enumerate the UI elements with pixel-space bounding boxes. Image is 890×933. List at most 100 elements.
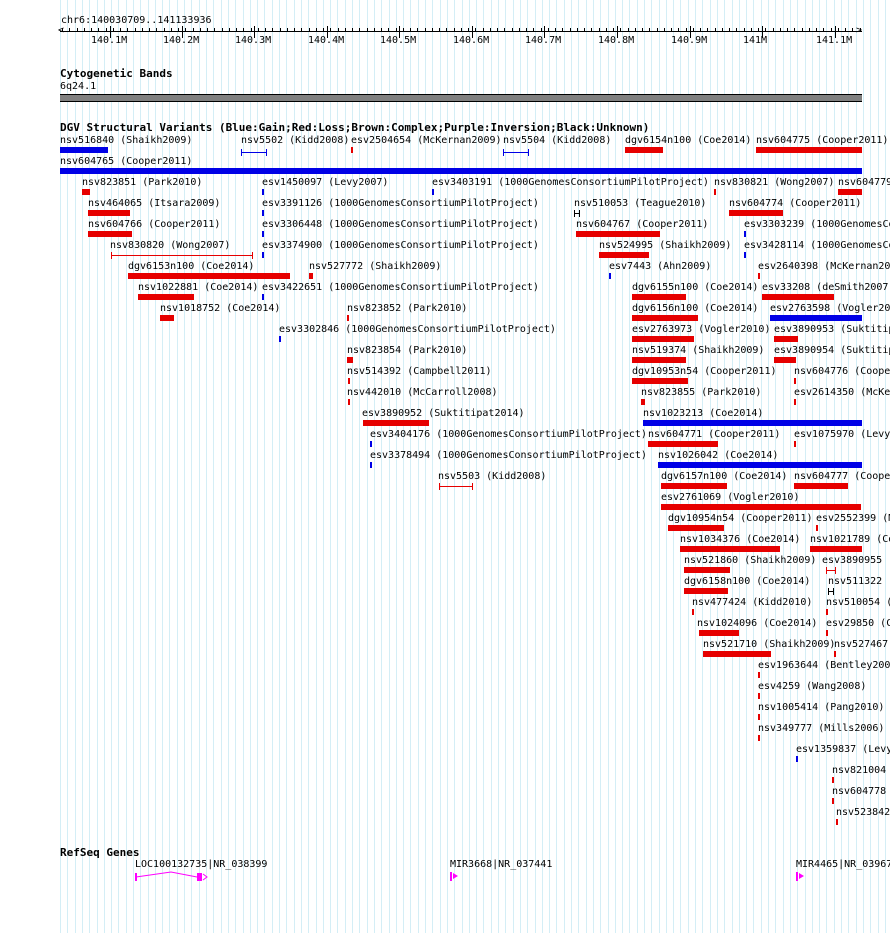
variant-label[interactable]: nsv514392 (Campbell2011) bbox=[347, 366, 492, 377]
variant-loss-bar[interactable] bbox=[684, 567, 730, 573]
variant-label[interactable]: dgv6157n100 (Coe2014) bbox=[661, 471, 788, 482]
variant-gain-bar[interactable] bbox=[744, 231, 746, 237]
variant-loss-bar[interactable] bbox=[128, 273, 290, 279]
variant-label[interactable]: esv2640398 (McKernan20 bbox=[758, 261, 890, 272]
variant-label[interactable]: nsv604775 (Cooper2011) bbox=[756, 135, 889, 146]
variant-gain-bar[interactable] bbox=[658, 462, 862, 468]
variant-loss-bar[interactable] bbox=[576, 231, 660, 237]
variant-loss-bar[interactable] bbox=[632, 336, 694, 342]
variant-loss-bar[interactable] bbox=[309, 273, 313, 279]
variant-loss-bar[interactable] bbox=[774, 357, 796, 363]
variant-label[interactable]: dgv6156n100 (Coe2014) bbox=[632, 303, 759, 314]
variant-label[interactable]: esv2504654 (McKernan2009) bbox=[351, 135, 502, 146]
variant-loss-bar[interactable] bbox=[632, 294, 686, 300]
variant-label[interactable]: nsv823855 (Park2010) bbox=[641, 387, 762, 398]
variant-loss-bar[interactable] bbox=[88, 231, 132, 237]
variant-gain-bar[interactable] bbox=[262, 252, 264, 258]
variant-loss-bar[interactable] bbox=[160, 315, 174, 321]
variant-gain-bar[interactable] bbox=[370, 441, 372, 447]
variant-label[interactable]: nsv511322 (C bbox=[828, 576, 890, 587]
variant-label[interactable]: nsv527467 bbox=[834, 639, 889, 650]
variant-loss-bar[interactable] bbox=[82, 189, 90, 195]
variant-label[interactable]: dgv6155n100 (Coe2014) bbox=[632, 282, 759, 293]
variant-span-line[interactable] bbox=[503, 152, 529, 153]
variant-label[interactable]: esv1450097 (Levy2007) bbox=[262, 177, 389, 188]
variant-loss-bar[interactable] bbox=[348, 399, 350, 405]
variant-loss-bar[interactable] bbox=[347, 315, 349, 321]
variant-label[interactable]: nsv516840 (Shaikh2009) bbox=[60, 135, 193, 146]
variant-loss-bar[interactable] bbox=[668, 525, 724, 531]
variant-loss-bar[interactable] bbox=[834, 651, 836, 657]
variant-label[interactable]: nsv823854 (Park2010) bbox=[347, 345, 468, 356]
cytoband-bar[interactable] bbox=[60, 94, 862, 102]
variant-span-line[interactable] bbox=[439, 486, 473, 487]
variant-gain-bar[interactable] bbox=[796, 756, 798, 762]
variant-label[interactable]: esv3890953 (Suktitip bbox=[774, 324, 890, 335]
variant-label[interactable]: nsv830820 (Wong2007) bbox=[110, 240, 231, 251]
variant-gain-bar[interactable] bbox=[370, 462, 372, 468]
variant-unknown-line[interactable] bbox=[828, 591, 834, 592]
variant-label[interactable]: dgv10953n54 (Cooper2011) bbox=[632, 366, 777, 377]
variant-label[interactable]: nsv442010 (McCarroll2008) bbox=[347, 387, 498, 398]
variant-label[interactable]: dgv6153n100 (Coe2014) bbox=[128, 261, 255, 272]
variant-label[interactable]: nsv604767 (Cooper2011) bbox=[576, 219, 709, 230]
variant-loss-bar[interactable] bbox=[684, 588, 728, 594]
variant-loss-bar[interactable] bbox=[794, 483, 848, 489]
variant-label[interactable]: nsv5504 (Kidd2008) bbox=[503, 135, 612, 146]
variant-label[interactable]: dgv6158n100 (Coe2014) bbox=[684, 576, 811, 587]
variant-gain-bar[interactable] bbox=[432, 189, 434, 195]
variant-loss-bar[interactable] bbox=[758, 273, 760, 279]
variant-loss-bar[interactable] bbox=[692, 609, 694, 615]
variant-label[interactable]: esv1963644 (Bentley200 bbox=[758, 660, 890, 671]
variant-label[interactable]: nsv1022881 (Coe2014) bbox=[138, 282, 259, 293]
variant-label[interactable]: nsv349777 (Mills2006) bbox=[758, 723, 885, 734]
variant-loss-bar[interactable] bbox=[632, 357, 686, 363]
variant-loss-bar[interactable] bbox=[138, 294, 194, 300]
variant-loss-bar[interactable] bbox=[625, 147, 663, 153]
variant-loss-bar[interactable] bbox=[774, 336, 798, 342]
variant-loss-bar[interactable] bbox=[351, 147, 353, 153]
variant-label[interactable]: esv2763598 (Vogler20 bbox=[770, 303, 890, 314]
variant-label[interactable]: dgv10954n54 (Cooper2011) bbox=[668, 513, 813, 524]
variant-label[interactable]: esv3890952 (Suktitipat2014) bbox=[362, 408, 525, 419]
variant-label[interactable]: esv3302846 (1000GenomesConsortiumPilotPr… bbox=[279, 324, 556, 335]
variant-label[interactable]: esv3428114 (1000GenomesCo bbox=[744, 240, 890, 251]
variant-gain-bar[interactable] bbox=[609, 273, 611, 279]
variant-label[interactable]: esv4259 (Wang2008) bbox=[758, 681, 867, 692]
variant-label[interactable]: nsv1005414 (Pang2010) bbox=[758, 702, 885, 713]
variant-loss-bar[interactable] bbox=[758, 693, 760, 699]
variant-loss-bar[interactable] bbox=[826, 609, 828, 615]
variant-loss-bar[interactable] bbox=[816, 525, 818, 531]
variant-loss-bar[interactable] bbox=[758, 672, 760, 678]
variant-label[interactable]: nsv5502 (Kidd2008) bbox=[241, 135, 350, 146]
variant-label[interactable]: esv3303239 (1000GenomesCo bbox=[744, 219, 890, 230]
variant-loss-bar[interactable] bbox=[363, 420, 429, 426]
variant-loss-bar[interactable] bbox=[832, 798, 834, 804]
variant-label[interactable]: esv33208 (deSmith2007) bbox=[762, 282, 890, 293]
variant-loss-bar[interactable] bbox=[762, 294, 834, 300]
variant-span-line[interactable] bbox=[241, 152, 267, 153]
variant-loss-bar[interactable] bbox=[599, 252, 649, 258]
variant-loss-bar[interactable] bbox=[794, 378, 796, 384]
variant-label[interactable]: esv3374900 (1000GenomesConsortiumPilotPr… bbox=[262, 240, 539, 251]
variant-label[interactable]: nsv1026042 (Coe2014) bbox=[658, 450, 779, 461]
variant-label[interactable]: nsv1018752 (Coe2014) bbox=[160, 303, 281, 314]
variant-loss-bar[interactable] bbox=[632, 378, 688, 384]
variant-label[interactable]: nsv823852 (Park2010) bbox=[347, 303, 468, 314]
variant-unknown-line[interactable] bbox=[574, 213, 580, 214]
variant-label[interactable]: esv3404176 (1000GenomesConsortiumPilotPr… bbox=[370, 429, 647, 440]
variant-label[interactable]: nsv604774 (Cooper2011) bbox=[729, 198, 862, 209]
variant-label[interactable]: nsv821004 bbox=[832, 765, 887, 776]
variant-label[interactable]: nsv1021789 (Co bbox=[810, 534, 890, 545]
variant-label[interactable]: esv2761069 (Vogler2010) bbox=[661, 492, 800, 503]
variant-loss-bar[interactable] bbox=[661, 483, 727, 489]
variant-gain-bar[interactable] bbox=[262, 231, 264, 237]
variant-label[interactable]: nsv527772 (Shaikh2009) bbox=[309, 261, 442, 272]
variant-label[interactable]: nsv604777 (Coope bbox=[794, 471, 890, 482]
variant-loss-bar[interactable] bbox=[758, 735, 760, 741]
variant-label[interactable]: nsv1024096 (Coe2014) bbox=[697, 618, 818, 629]
variant-span-line[interactable] bbox=[826, 570, 836, 571]
variant-label[interactable]: nsv477424 (Kidd2010) bbox=[692, 597, 813, 608]
variant-label[interactable]: nsv830821 (Wong2007) bbox=[714, 177, 835, 188]
variant-label[interactable]: esv1075970 (Levy bbox=[794, 429, 890, 440]
